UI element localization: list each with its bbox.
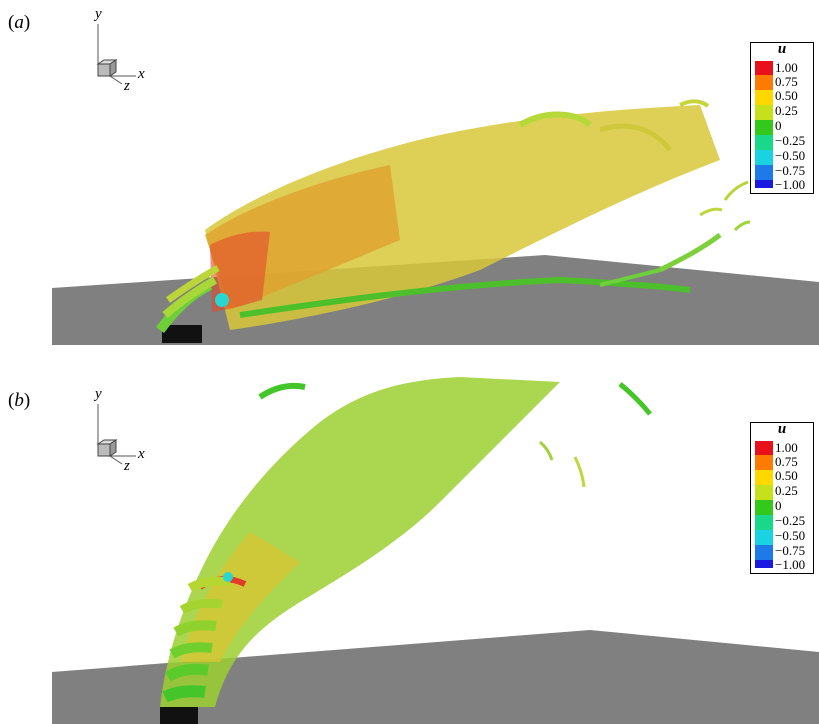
colorbar-tick: 0.50: [775, 468, 798, 483]
color-swatch: [755, 560, 773, 568]
panel-label-b: (b): [8, 390, 31, 411]
colorbar-title: u: [777, 41, 787, 57]
color-swatch: [755, 120, 773, 135]
axis-label-y: y: [95, 6, 102, 22]
axis-label-z: z: [124, 458, 130, 474]
color-swatch: [755, 75, 773, 90]
color-swatch: [755, 135, 773, 150]
jet-nozzle-b: [160, 707, 198, 724]
colorbar-tick: 0.75: [775, 454, 798, 469]
colorbar-legend-a: u 1.00 0.75 0.50 0.25 0 −0.25 −0.50 −0.7…: [750, 41, 814, 194]
panel-a: (a) y x z: [0, 0, 819, 350]
colorbar-tick: 0.25: [775, 483, 798, 498]
color-swatch: [755, 500, 773, 515]
flow-scene-a: [52, 99, 819, 345]
wall-plane-b: [52, 630, 819, 724]
vortex-structures-a: [156, 99, 751, 334]
color-swatch: [755, 545, 773, 560]
flow-scene-b: [52, 377, 819, 724]
colorbar-tick: −1.00: [775, 557, 806, 572]
color-swatch: [755, 441, 773, 455]
color-swatch: [755, 90, 773, 105]
axis-label-x: x: [138, 446, 145, 462]
colorbar-tick: 0.75: [775, 74, 798, 89]
axis-triad-a: y x z: [78, 6, 168, 96]
color-swatch: [755, 165, 773, 180]
color-swatch: [755, 530, 773, 545]
colorbar-tick: 0: [775, 498, 782, 513]
colorbar-tick: 0.50: [775, 88, 798, 103]
color-swatch: [755, 455, 773, 470]
colorbar-tick: −0.75: [775, 543, 806, 558]
color-swatch: [755, 61, 773, 75]
colorbar-tick: −0.50: [775, 148, 806, 163]
colorbar-tick: −1.00: [775, 177, 806, 192]
vortex-structures-b: [160, 377, 652, 707]
colorbar-title: u: [777, 421, 787, 437]
color-swatch: [755, 470, 773, 485]
color-swatch: [755, 180, 773, 188]
jet-nozzle-a: [162, 325, 202, 343]
axis-label-y: y: [95, 386, 102, 402]
colorbar-tick: −0.25: [775, 513, 806, 528]
color-swatch: [755, 105, 773, 120]
axis-label-z: z: [124, 78, 130, 94]
colorbar-tick: 1.00: [775, 60, 798, 75]
axis-label-x: x: [138, 66, 145, 82]
colorbar-legend-b: u 1.00 0.75 0.50 0.25 0 −0.25 −0.50 −0.7…: [750, 421, 814, 574]
axis-triad-b: y x z: [78, 386, 168, 476]
colorbar-tick: −0.50: [775, 528, 806, 543]
colorbar-tick: 1.00: [775, 440, 798, 455]
colorbar-tick: −0.75: [775, 163, 806, 178]
panel-label-a: (a): [8, 12, 31, 33]
color-swatch: [755, 515, 773, 530]
panel-b: (b) y x z: [0, 362, 819, 724]
colorbar-tick: 0: [775, 118, 782, 133]
colorbar-tick: −0.25: [775, 133, 806, 148]
color-swatch: [755, 150, 773, 165]
color-swatch: [755, 485, 773, 500]
colorbar-tick: 0.25: [775, 103, 798, 118]
